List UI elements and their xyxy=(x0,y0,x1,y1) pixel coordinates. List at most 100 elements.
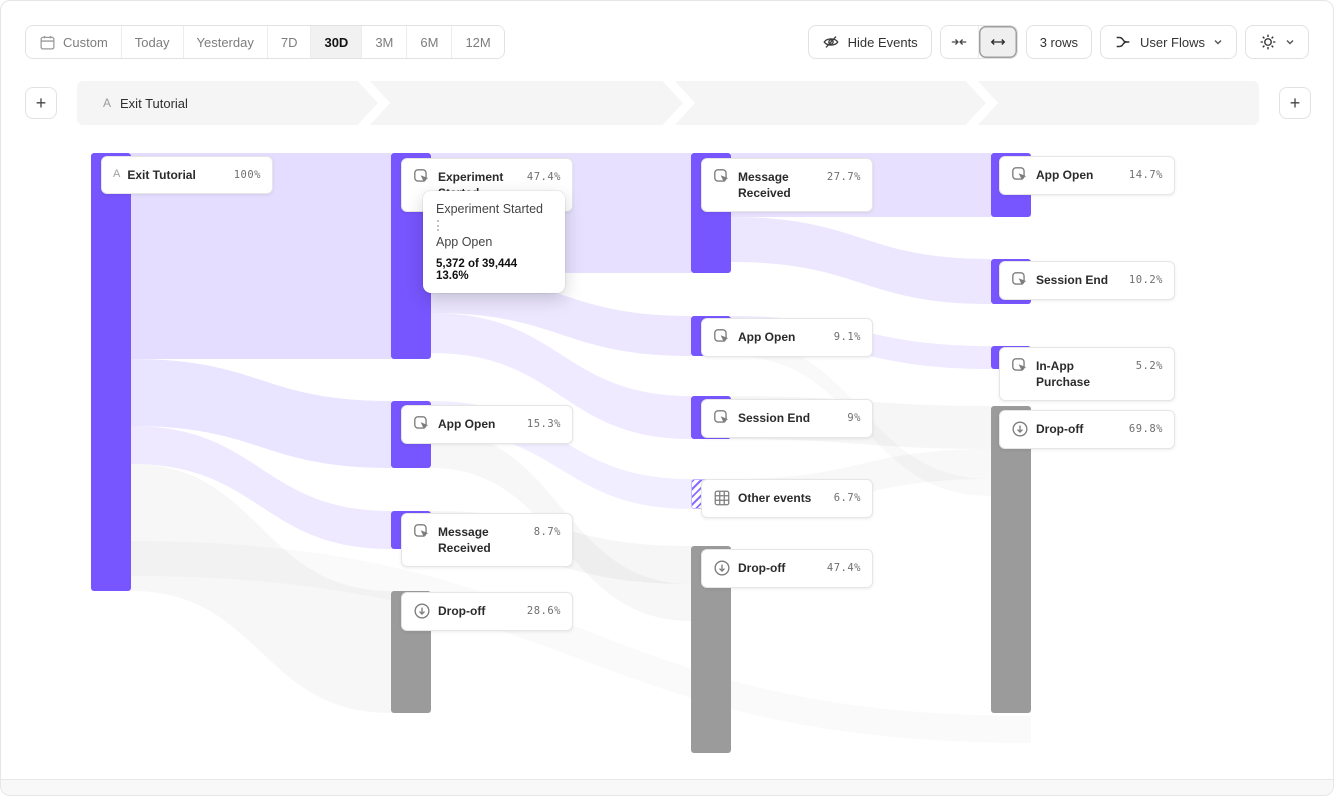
node-percent: 47.4% xyxy=(526,171,561,183)
collapse-columns-button[interactable] xyxy=(940,26,979,58)
node-label: Session End xyxy=(738,411,811,425)
flow-ribbon[interactable] xyxy=(131,426,391,549)
eye-off-icon xyxy=(822,33,840,51)
node-label: App Open xyxy=(738,330,796,344)
flow-node-card-other-events[interactable]: Other events 6.7% xyxy=(701,479,873,518)
date-range-yesterday[interactable]: Yesterday xyxy=(183,26,268,58)
grid-icon xyxy=(713,489,731,507)
step-a: A Exit Tutorial xyxy=(103,96,188,111)
node-label: Drop-off xyxy=(738,561,786,575)
settings-button[interactable] xyxy=(1245,25,1309,59)
flow-bar-drop-off[interactable] xyxy=(991,406,1031,713)
date-range-label: Custom xyxy=(63,34,108,50)
event-icon xyxy=(413,168,431,186)
event-icon xyxy=(413,415,431,433)
add-step-right-button[interactable]: + xyxy=(1279,87,1311,119)
event-icon xyxy=(713,328,731,346)
flow-node-card-message-received[interactable]: Message Received 27.7% xyxy=(701,158,873,213)
node-percent: 9% xyxy=(847,412,861,424)
event-icon xyxy=(713,168,731,186)
node-percent: 47.4% xyxy=(826,562,861,574)
flow-ribbon[interactable] xyxy=(131,359,391,468)
rows-button[interactable]: 3 rows xyxy=(1025,25,1092,59)
node-spacing-toggle-group xyxy=(939,25,1018,59)
step-name: Exit Tutorial xyxy=(120,95,188,111)
flow-ribbon[interactable] xyxy=(131,541,1031,743)
date-range-6m[interactable]: 6M xyxy=(407,26,453,58)
node-label: Drop-off xyxy=(1036,422,1084,436)
flow-node-card-app-open[interactable]: App Open 9.1% xyxy=(701,318,873,357)
date-range-3m[interactable]: 3M xyxy=(362,26,408,58)
flow-steps-bar[interactable]: A Exit Tutorial xyxy=(77,81,1259,125)
flow-ribbon[interactable] xyxy=(431,273,691,356)
date-range-30d[interactable]: 30D xyxy=(311,26,363,58)
date-range-label: 3M xyxy=(375,34,394,50)
drop-off-icon xyxy=(713,559,731,577)
flow-node-card-app-open[interactable]: App Open 15.3% xyxy=(401,405,573,444)
flow-node-card-session-end[interactable]: Session End 10.2% xyxy=(999,261,1175,300)
date-range-label: Yesterday xyxy=(196,34,254,50)
hide-events-button[interactable]: Hide Events xyxy=(807,25,932,59)
flow-node-card-drop-off[interactable]: Drop-off 69.8% xyxy=(999,410,1175,449)
calendar-icon xyxy=(39,34,56,51)
flow-node-card-app-open[interactable]: App Open 14.7% xyxy=(999,156,1175,195)
flow-node-card-exit-tutorial[interactable]: A Exit Tutorial 100% xyxy=(101,156,273,195)
tooltip-from-event: Experiment Started xyxy=(436,202,543,216)
arrows-inward-icon xyxy=(950,33,968,51)
event-icon xyxy=(1011,357,1029,375)
node-percent: 6.7% xyxy=(833,492,861,504)
node-percent: 8.7% xyxy=(533,526,561,538)
add-step-left-button[interactable]: + xyxy=(25,87,57,119)
view-selector-button[interactable]: User Flows xyxy=(1099,25,1237,59)
date-range-12m[interactable]: 12M xyxy=(452,26,504,58)
flow-node-card-session-end[interactable]: Session End 9% xyxy=(701,399,873,438)
node-letter: A xyxy=(113,168,121,180)
drop-off-icon xyxy=(1011,420,1029,438)
rows-label: 3 rows xyxy=(1039,34,1078,50)
flow-ribbon[interactable] xyxy=(431,313,691,439)
arrows-outward-icon xyxy=(989,33,1007,51)
tooltip-connector-dots xyxy=(437,220,552,231)
tooltip-detail: 5,372 of 39,444 13.6% xyxy=(436,258,518,282)
toolbar: Custom Today Yesterday 7D 30D 3M 6M 12M Hide Ev… xyxy=(25,25,1309,59)
step-chevron-separators xyxy=(357,81,999,125)
expand-columns-button[interactable] xyxy=(978,26,1017,58)
date-range-label: 30D xyxy=(324,34,349,50)
node-label: Other events xyxy=(738,491,812,505)
flow-node-card-drop-off[interactable]: Drop-off 28.6% xyxy=(401,592,573,631)
step-letter: A xyxy=(103,96,112,110)
node-label: Drop-off xyxy=(438,604,486,618)
date-range-label: 12M xyxy=(465,34,491,50)
node-percent: 27.7% xyxy=(826,171,861,183)
user-flows-icon xyxy=(1114,33,1132,51)
date-range-label: 6M xyxy=(420,34,439,50)
node-label: App Open xyxy=(1036,168,1094,182)
node-percent: 14.7% xyxy=(1128,169,1163,181)
date-range-custom[interactable]: Custom xyxy=(26,26,122,58)
event-icon xyxy=(413,523,431,541)
event-icon xyxy=(1011,166,1029,184)
flow-bar-exit-tutorial[interactable] xyxy=(91,153,131,591)
date-range-label: Today xyxy=(134,34,170,50)
tooltip-to-event: App Open xyxy=(436,235,493,249)
node-label: Message Received xyxy=(438,525,491,556)
flow-ribbon[interactable] xyxy=(731,217,991,304)
flow-node-card-in-app-purchase[interactable]: In-App Purchase 5.2% xyxy=(999,347,1175,402)
flow-ribbon[interactable] xyxy=(131,464,391,713)
view-selector-label: User Flows xyxy=(1139,34,1205,50)
node-percent: 15.3% xyxy=(526,418,561,430)
flow-node-card-drop-off[interactable]: Drop-off 47.4% xyxy=(701,549,873,588)
gear-icon xyxy=(1259,33,1277,51)
flow-ribbon[interactable] xyxy=(131,153,391,359)
flow-node-card-message-received[interactable]: Message Received 8.7% xyxy=(401,513,573,568)
date-range-today[interactable]: Today xyxy=(121,26,184,58)
date-range-group: Custom Today Yesterday 7D 30D 3M 6M 12M xyxy=(25,25,505,59)
hide-events-label: Hide Events xyxy=(847,34,918,50)
node-percent: 5.2% xyxy=(1135,360,1163,372)
node-percent: 100% xyxy=(233,169,261,181)
event-icon xyxy=(1011,271,1029,289)
node-percent: 10.2% xyxy=(1128,274,1163,286)
date-range-7d[interactable]: 7D xyxy=(267,26,312,58)
drop-off-icon xyxy=(413,602,431,620)
